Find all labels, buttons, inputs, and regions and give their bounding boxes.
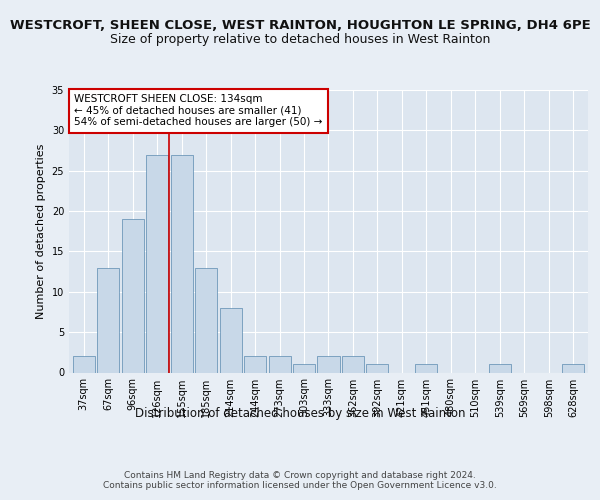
Bar [220, 308, 242, 372]
Bar [562, 364, 584, 372]
Y-axis label: Number of detached properties: Number of detached properties [36, 144, 46, 319]
Bar [244, 356, 266, 372]
Text: Contains HM Land Registry data © Crown copyright and database right 2024.
Contai: Contains HM Land Registry data © Crown c… [103, 470, 497, 490]
Bar [195, 268, 217, 372]
Text: WESTCROFT, SHEEN CLOSE, WEST RAINTON, HOUGHTON LE SPRING, DH4 6PE: WESTCROFT, SHEEN CLOSE, WEST RAINTON, HO… [10, 19, 590, 32]
Bar [170, 154, 193, 372]
Bar [146, 154, 168, 372]
Bar [415, 364, 437, 372]
Bar [342, 356, 364, 372]
Bar [293, 364, 315, 372]
Text: Size of property relative to detached houses in West Rainton: Size of property relative to detached ho… [110, 32, 490, 46]
Bar [73, 356, 95, 372]
Bar [122, 219, 143, 372]
Text: WESTCROFT SHEEN CLOSE: 134sqm
← 45% of detached houses are smaller (41)
54% of s: WESTCROFT SHEEN CLOSE: 134sqm ← 45% of d… [74, 94, 323, 128]
Bar [317, 356, 340, 372]
Text: Distribution of detached houses by size in West Rainton: Distribution of detached houses by size … [135, 408, 465, 420]
Bar [367, 364, 388, 372]
Bar [97, 268, 119, 372]
Bar [489, 364, 511, 372]
Bar [269, 356, 290, 372]
